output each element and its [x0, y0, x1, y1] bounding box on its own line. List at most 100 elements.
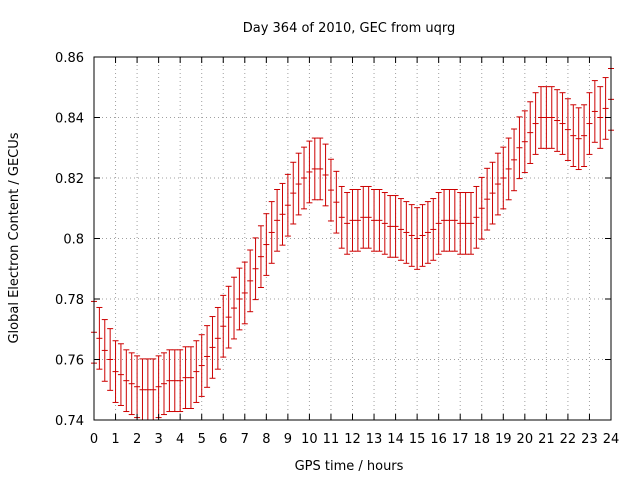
error-bar-point — [150, 358, 157, 420]
error-bar-point — [500, 146, 507, 210]
y-axis-label: Global Electron Content / GECUs — [7, 132, 22, 343]
error-bar-point — [548, 86, 555, 149]
x-tick-label: 23 — [581, 432, 598, 447]
error-bar-point — [209, 316, 216, 379]
error-bar-point — [214, 306, 221, 370]
error-bar-point — [457, 192, 464, 255]
error-bar-point — [478, 176, 485, 240]
error-bar-point — [554, 89, 561, 152]
x-tick-label: 19 — [495, 432, 512, 447]
error-bar-point — [408, 204, 415, 267]
error-bar-point — [511, 128, 518, 192]
error-bar-point — [107, 328, 114, 391]
error-bar-point — [161, 352, 168, 416]
error-bar-point — [397, 198, 404, 261]
x-tick-label: 17 — [452, 432, 469, 447]
x-tick-labels: 0 1 2 3 4 5 6 7 8 9 10 11 12 13 14 15 16 17 18 19 20 21 22 23 24 — [90, 432, 619, 447]
chart-title: Day 364 of 2010, GEC from uqrg — [243, 21, 456, 36]
x-tick-label: 14 — [387, 432, 404, 447]
y-tick-label: 0.86 — [55, 51, 84, 66]
y-tick-label: 0.8 — [63, 233, 84, 248]
error-bar-point — [101, 319, 108, 382]
x-tick-label: 13 — [366, 432, 383, 447]
error-bar-point — [344, 192, 351, 255]
error-bar-point — [559, 92, 566, 155]
error-bar-point — [376, 188, 383, 252]
error-bar-point — [371, 188, 378, 252]
error-bar-point — [473, 185, 480, 249]
error-bar-point — [484, 167, 491, 231]
error-bar-point — [268, 201, 275, 264]
error-bar-point — [171, 349, 178, 413]
error-bar-point — [182, 346, 189, 410]
error-bar-point — [537, 86, 544, 149]
error-bar-point — [290, 161, 297, 225]
error-bar-point — [451, 188, 458, 252]
error-bar-point — [225, 285, 232, 349]
error-bar-point — [597, 86, 604, 149]
error-bar-point — [360, 185, 367, 249]
error-bar-point — [220, 294, 227, 358]
error-bar-point — [117, 343, 124, 406]
error-bar-point — [581, 104, 588, 168]
y-tick-labels: 0.74 0.76 0.78 0.8 0.82 0.84 0.86 — [55, 51, 84, 429]
error-bar-point — [198, 334, 205, 397]
error-bar-point — [236, 267, 243, 331]
error-bar-point — [144, 358, 151, 420]
error-bar-point — [365, 185, 372, 249]
error-bar-point — [274, 188, 281, 252]
error-bar-point — [338, 185, 345, 249]
error-bar-point — [575, 107, 582, 171]
error-bar-point — [527, 101, 534, 164]
x-tick-label: 21 — [538, 432, 555, 447]
error-bar-point — [419, 204, 426, 267]
x-tick-label: 4 — [176, 432, 184, 447]
error-bar-point — [247, 249, 254, 313]
x-tick-label: 18 — [473, 432, 490, 447]
error-bar-point — [467, 192, 474, 255]
x-tick-label: 1 — [111, 432, 119, 447]
error-bar-point — [123, 349, 130, 413]
x-axis-label: GPS time / hours — [295, 459, 404, 474]
error-bar-point — [166, 349, 173, 413]
error-bar-point — [306, 140, 313, 204]
error-bar-point — [252, 237, 259, 301]
error-bar-point — [543, 86, 550, 149]
error-bar-point — [134, 355, 141, 419]
x-tick-label: 16 — [430, 432, 447, 447]
error-bar-point — [279, 182, 286, 246]
error-bar-point — [591, 80, 598, 143]
error-bar-point — [204, 325, 211, 388]
x-tick-label: 12 — [344, 432, 361, 447]
error-bar-point — [295, 152, 302, 216]
error-bars — [91, 67, 614, 420]
error-bar-point — [139, 358, 146, 420]
error-bar-point — [311, 137, 318, 201]
x-tick-label: 15 — [409, 432, 426, 447]
plot-frame — [93, 56, 612, 421]
x-tick-label: 3 — [154, 432, 162, 447]
error-bar-point — [257, 225, 264, 289]
error-bar-point — [462, 192, 469, 255]
x-tick-label: 9 — [284, 432, 292, 447]
error-bar-point — [387, 195, 394, 258]
error-bar-point — [241, 261, 248, 325]
error-bar-point — [586, 92, 593, 155]
error-bar-point — [505, 137, 512, 201]
x-tick-label: 0 — [90, 432, 98, 447]
error-bar-point — [424, 201, 431, 264]
error-bar-point — [521, 110, 528, 174]
error-bar-point — [381, 192, 388, 255]
error-bar-point — [435, 192, 442, 255]
error-bar-point — [317, 137, 324, 201]
y-tick-label: 0.84 — [55, 112, 84, 127]
error-bar-point — [349, 188, 356, 252]
error-bar-point — [494, 152, 501, 216]
y-tick-label: 0.76 — [55, 354, 84, 369]
y-tick-label: 0.74 — [55, 414, 84, 429]
error-bar-point — [532, 92, 539, 155]
x-tick-label: 7 — [241, 432, 249, 447]
error-bar-point — [430, 198, 437, 261]
error-bar-point — [322, 143, 329, 207]
error-bar-point — [354, 188, 361, 252]
